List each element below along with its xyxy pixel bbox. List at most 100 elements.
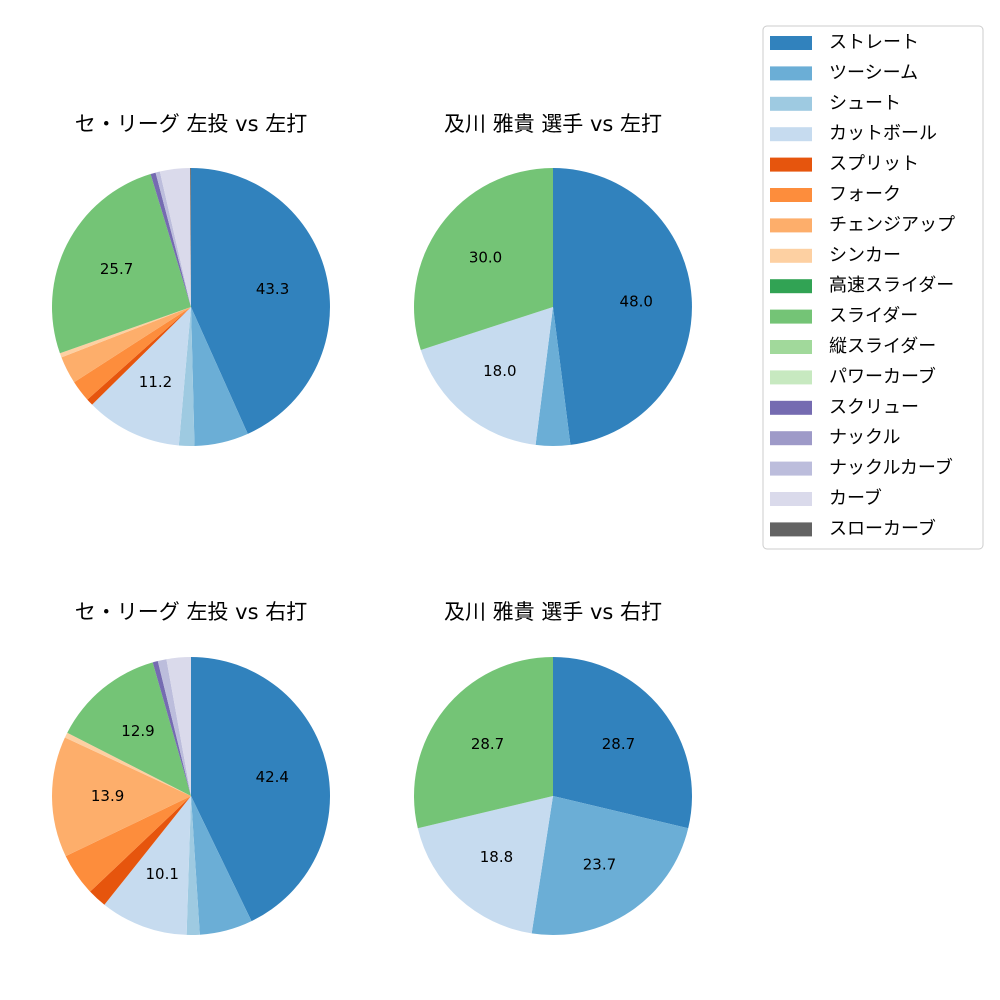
pie-slice xyxy=(155,171,191,307)
legend-entry: パワーカーブ xyxy=(770,365,936,387)
pie-slice xyxy=(64,732,191,796)
pie-slice xyxy=(159,168,191,307)
legend-swatch xyxy=(770,248,812,263)
legend-swatch xyxy=(770,431,812,446)
legend-entry: カーブ xyxy=(770,487,882,509)
slice-value-label: 30.0 xyxy=(469,248,502,266)
pie-slice xyxy=(87,307,191,405)
pie-slice xyxy=(191,796,252,935)
pie-slice xyxy=(420,307,553,445)
legend-entry: カットボール xyxy=(770,123,937,144)
pie-slice xyxy=(67,662,191,796)
legend-swatch xyxy=(770,279,812,294)
pie-slice xyxy=(104,796,191,935)
pie-chart-4: 及川 雅貴 選手 vs 右打 28.7 23.7 18.8 28.7 xyxy=(414,600,692,935)
legend-label: パワーカーブ xyxy=(829,365,936,387)
pie-slice xyxy=(190,167,191,307)
slice-value-label: 23.7 xyxy=(583,856,616,874)
legend-entry: ナックルカーブ xyxy=(770,457,953,479)
pie-slice xyxy=(413,168,553,350)
legend-label: チェンジアップ xyxy=(829,214,955,235)
pie-slice xyxy=(152,661,191,796)
legend-label: フォーク xyxy=(829,184,901,205)
pie-slice xyxy=(553,657,692,829)
slice-value-label: 13.9 xyxy=(91,787,124,805)
chart-title: 及川 雅貴 選手 vs 左打 xyxy=(444,112,662,136)
pie-slice xyxy=(61,307,191,383)
pie-slice xyxy=(531,796,689,935)
legend-entry: シンカー xyxy=(770,245,901,266)
pie-charts: セ・リーグ 左投 vs 左打 43.3 11.2 25.7 及川 雅貴 選手 vs 左打… xyxy=(51,112,692,935)
pie-slice xyxy=(65,796,191,892)
pie-slice xyxy=(191,657,331,922)
pie-slice xyxy=(92,307,191,446)
slice-value-label: 12.9 xyxy=(121,722,154,740)
legend-label: ナックルカーブ xyxy=(829,457,953,479)
pie-slice xyxy=(166,657,191,796)
legend-label: スローカーブ xyxy=(829,517,936,539)
legend-label: カットボール xyxy=(829,123,937,144)
legend-entry: チェンジアップ xyxy=(770,214,955,235)
legend-entry: スライダー xyxy=(770,306,918,327)
slice-value-label: 25.7 xyxy=(100,260,133,278)
pie-chart-3: セ・リーグ 左投 vs 右打 42.4 10.1 13.9 12.9 xyxy=(51,600,331,935)
legend-swatch xyxy=(770,66,812,81)
legend-swatch xyxy=(770,96,812,111)
slice-value-label: 18.0 xyxy=(483,362,516,380)
legend-entry: スクリュー xyxy=(770,397,919,418)
legend-swatch xyxy=(770,492,812,506)
legend-label: スプリット xyxy=(829,154,919,175)
legend-swatch xyxy=(770,522,812,537)
slice-value-label: 43.3 xyxy=(256,280,289,298)
legend-entry: ナックル xyxy=(770,427,900,448)
legend-entry: 高速スライダー xyxy=(770,275,954,296)
pie-slice xyxy=(51,737,191,857)
pie-slice xyxy=(191,168,330,434)
pie-slice xyxy=(553,168,692,445)
legend-entry: スプリット xyxy=(770,154,919,175)
chart-title: セ・リーグ 左投 vs 左打 xyxy=(75,112,307,136)
pie-slice xyxy=(535,307,571,446)
legend-label: スライダー xyxy=(829,306,918,327)
pie-slice xyxy=(186,796,200,935)
legend-swatch xyxy=(770,309,812,324)
slice-value-label: 10.1 xyxy=(146,865,179,883)
pie-slice xyxy=(90,796,191,905)
slice-value-label: 18.8 xyxy=(480,848,513,866)
pie-slice xyxy=(417,796,553,934)
legend-label: 縦スライダー xyxy=(829,336,936,357)
legend-label: シュート xyxy=(829,93,901,114)
pie-slice xyxy=(191,307,248,446)
pie-slice xyxy=(157,659,191,796)
pie-chart-1: セ・リーグ 左投 vs 左打 43.3 11.2 25.7 xyxy=(51,112,330,447)
slice-value-label: 11.2 xyxy=(139,373,172,391)
pie-chart-2: 及川 雅貴 選手 vs 左打 48.0 18.0 30.0 xyxy=(413,112,692,446)
pie-slice xyxy=(414,657,553,829)
legend-entry: スローカーブ xyxy=(770,517,936,539)
pie-slice xyxy=(74,307,191,400)
legend-swatch xyxy=(770,400,812,415)
legend-entry: ツーシーム xyxy=(770,62,918,83)
legend-label: ナックル xyxy=(829,427,900,448)
legend-swatch xyxy=(770,157,812,172)
legend-swatch xyxy=(770,36,812,50)
chart-title: セ・リーグ 左投 vs 右打 xyxy=(75,600,307,624)
legend-swatch xyxy=(770,340,812,354)
legend-label: ストレート xyxy=(829,32,919,53)
legend-entry: ストレート xyxy=(770,32,919,53)
legend-swatch xyxy=(770,188,812,202)
chart-title: 及川 雅貴 選手 vs 右打 xyxy=(444,600,662,624)
legend-label: 高速スライダー xyxy=(829,275,954,296)
legend-swatch xyxy=(770,127,812,142)
legend-entry: フォーク xyxy=(770,184,901,205)
legend-frame xyxy=(762,25,984,550)
legend-label: カーブ xyxy=(829,487,882,509)
slice-value-label: 42.4 xyxy=(256,768,289,786)
legend-label: ツーシーム xyxy=(829,62,918,83)
legend-entry: シュート xyxy=(770,93,901,114)
legend: ストレートツーシームシュートカットボールスプリットフォークチェンジアップシンカー… xyxy=(762,25,984,550)
legend-label: スクリュー xyxy=(829,397,919,418)
pie-slice xyxy=(178,307,195,447)
slice-value-label: 28.7 xyxy=(471,735,504,753)
